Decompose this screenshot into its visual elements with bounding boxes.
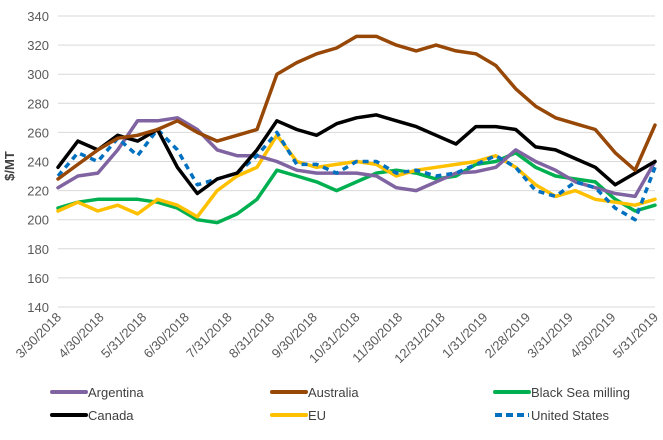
legend-item: Canada [50, 408, 134, 423]
x-tick-label: 4/30/2019 [567, 310, 619, 362]
x-tick-label: 8/31/2018 [226, 310, 278, 362]
y-tick-label: 280 [27, 96, 49, 111]
x-tick-label: 3/31/2019 [524, 310, 576, 362]
series-line-argentina [56, 116, 657, 199]
y-tick-label: 320 [27, 38, 49, 53]
x-tick-label: 5/31/2018 [98, 310, 150, 362]
y-tick-label: 300 [27, 67, 49, 82]
legend-label: Black Sea milling [531, 385, 630, 400]
y-tick-label: 240 [27, 155, 49, 170]
legend-label: United States [531, 408, 610, 423]
y-tick-label: 140 [27, 300, 49, 315]
x-tick-label: 4/30/2018 [55, 310, 107, 362]
x-axis-ticks: 3/30/20184/30/20185/31/20186/30/20187/31… [13, 310, 662, 367]
legend-item: Australia [270, 385, 359, 400]
y-tick-label: 200 [27, 213, 49, 228]
y-axis-ticks: 140 160 180 200 220 240 260 280 300 320 340 [27, 9, 49, 315]
series-lines [56, 34, 657, 225]
series-line-australia [56, 34, 657, 181]
series-line-black-sea-milling [56, 151, 657, 225]
x-tick-label: 1/31/2019 [439, 310, 491, 362]
y-tick-label: 340 [27, 9, 49, 24]
legend-item: United States [495, 408, 610, 423]
legend: Argentina Australia Black Sea milling Canad… [50, 385, 630, 423]
x-tick-label: 2/28/2019 [482, 310, 534, 362]
x-tick-label: 6/30/2018 [141, 310, 193, 362]
x-tick-label: 5/31/2019 [610, 310, 662, 362]
legend-item: Black Sea milling [493, 385, 630, 400]
y-axis-label: $/MT [2, 151, 17, 181]
legend-item: Argentina [50, 385, 144, 400]
legend-label: Argentina [88, 385, 144, 400]
y-tick-label: 160 [27, 271, 49, 286]
y-tick-label: 180 [27, 242, 49, 257]
x-tick-label: 3/30/2018 [13, 310, 65, 362]
legend-item: EU [270, 408, 326, 423]
legend-label: Australia [308, 385, 359, 400]
legend-label: EU [308, 408, 326, 423]
y-tick-label: 220 [27, 184, 49, 199]
legend-label: Canada [88, 408, 134, 423]
y-tick-label: 260 [27, 125, 49, 140]
x-tick-label: 7/31/2018 [183, 310, 235, 362]
